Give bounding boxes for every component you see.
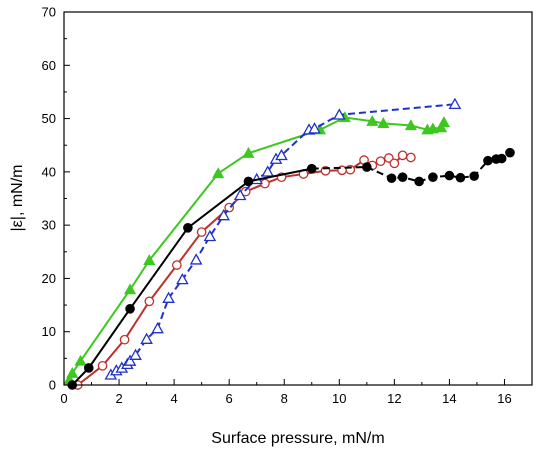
data-point xyxy=(203,229,217,242)
y-tick-label: 30 xyxy=(42,218,56,233)
data-point xyxy=(172,260,182,270)
data-point xyxy=(119,334,130,345)
y-tick-label: 20 xyxy=(42,271,56,286)
data-point xyxy=(74,354,87,366)
data-point xyxy=(183,223,193,233)
y-tick-label: 0 xyxy=(49,378,56,393)
data-point xyxy=(426,122,439,134)
y-tick-label: 70 xyxy=(42,5,56,20)
series-2 xyxy=(72,150,416,390)
data-point xyxy=(414,176,424,187)
x-tick-label: 2 xyxy=(115,391,122,406)
y-tick-label: 10 xyxy=(42,324,56,339)
data-point xyxy=(242,146,255,158)
data-point xyxy=(83,363,94,373)
data-point xyxy=(428,172,438,182)
x-tick-label: 6 xyxy=(226,391,233,406)
data-point xyxy=(129,348,142,360)
y-tick-label: 40 xyxy=(42,164,56,179)
data-point xyxy=(97,360,108,371)
data-point xyxy=(143,254,156,265)
data-point xyxy=(435,121,448,133)
series-3 xyxy=(104,97,462,380)
data-point xyxy=(233,188,247,201)
data-point xyxy=(144,296,155,307)
data-point xyxy=(444,170,455,181)
x-tick-label: 4 xyxy=(171,391,178,406)
data-point xyxy=(332,108,346,120)
data-point xyxy=(308,122,321,134)
data-point xyxy=(125,304,135,314)
data-point xyxy=(397,150,408,161)
data-point xyxy=(140,332,153,344)
x-tick-label: 10 xyxy=(332,391,346,406)
x-tick-label: 14 xyxy=(442,391,456,406)
series-line xyxy=(71,167,312,386)
data-point xyxy=(275,148,288,161)
data-point xyxy=(483,155,493,166)
data-point xyxy=(124,283,137,295)
data-point xyxy=(375,156,386,167)
data-point xyxy=(362,162,372,172)
y-tick-label: 60 xyxy=(42,58,56,73)
data-point xyxy=(217,209,230,221)
x-tick-label: 12 xyxy=(387,391,401,406)
data-point xyxy=(406,152,416,163)
x-tick-label: 16 xyxy=(497,391,511,406)
data-point xyxy=(455,172,466,183)
data-point xyxy=(189,253,203,265)
data-point xyxy=(448,97,462,109)
data-point xyxy=(151,321,164,334)
plot-frame xyxy=(63,11,533,386)
data-point xyxy=(389,158,400,169)
data-point xyxy=(397,172,408,182)
y-axis-label: |ε|, mN/m xyxy=(9,165,26,232)
data-point xyxy=(366,115,379,126)
series-line xyxy=(110,103,456,376)
data-point xyxy=(176,272,189,285)
ticks-layer: 0 2 4 6 8 10 12 14 16 0 10 20 30 40 50 60 70 xyxy=(42,5,512,407)
data-point xyxy=(404,119,417,131)
data-point xyxy=(196,227,207,237)
data-point xyxy=(123,354,137,366)
data-point xyxy=(496,153,507,164)
data-point xyxy=(243,176,254,187)
x-axis-label: Surface pressure, mN/m xyxy=(211,430,384,447)
x-tick-label: 8 xyxy=(281,391,288,406)
data-point xyxy=(437,116,450,127)
data-point xyxy=(469,171,479,181)
x-tick-label: 0 xyxy=(60,391,67,406)
series-1 xyxy=(67,147,515,390)
data-point xyxy=(66,367,79,378)
data-point xyxy=(306,163,317,174)
data-point xyxy=(377,117,390,129)
data-point xyxy=(212,167,225,179)
y-tick-label: 50 xyxy=(42,111,56,126)
data-point xyxy=(386,173,397,184)
data-point xyxy=(505,147,515,158)
series-layer xyxy=(63,97,515,390)
data-point xyxy=(162,291,175,303)
data-point xyxy=(261,165,275,177)
